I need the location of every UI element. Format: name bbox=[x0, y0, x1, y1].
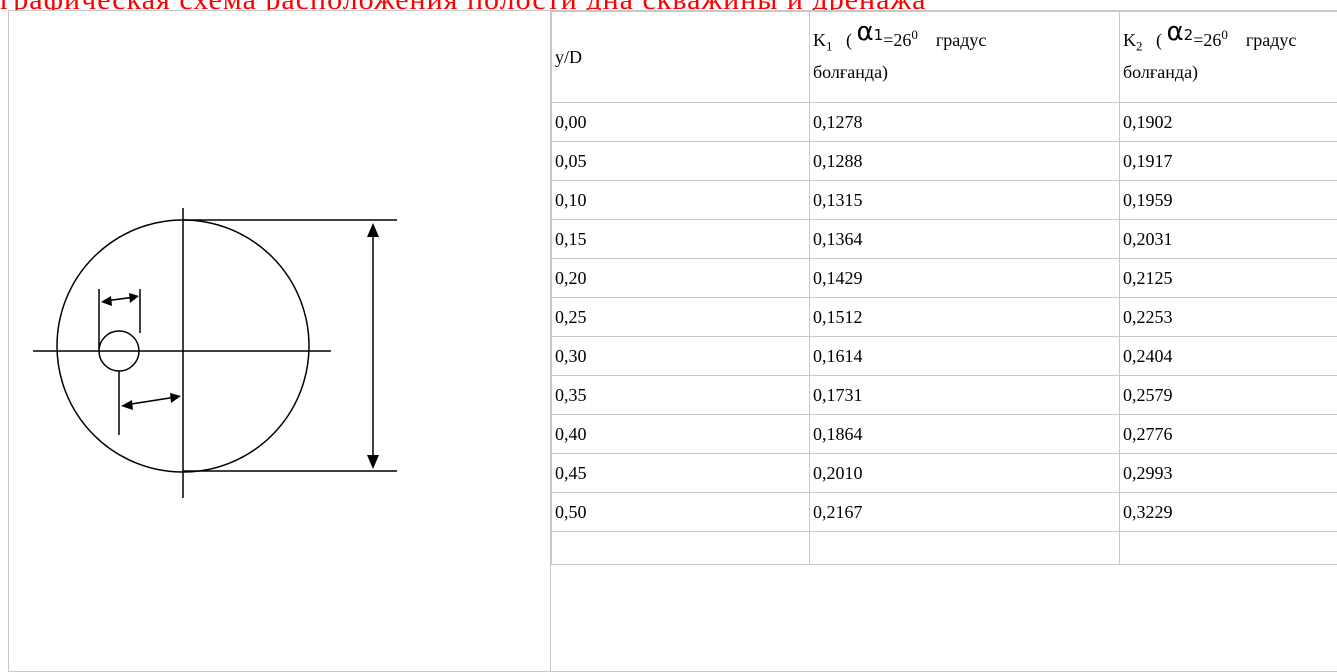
cell-y-d: 0,10 bbox=[552, 181, 810, 220]
cell-k2: 0,2125 bbox=[1120, 259, 1337, 298]
cell-y-d: 0,40 bbox=[552, 415, 810, 454]
k2-eq: =26 bbox=[1193, 30, 1221, 50]
k2-subscript: 2 bbox=[1136, 39, 1143, 54]
cell-k2: 0,1902 bbox=[1120, 103, 1337, 142]
cell-y-d: 0,30 bbox=[552, 337, 810, 376]
alpha2-symbol: α2 bbox=[1167, 17, 1194, 47]
cell-k2: 0,2776 bbox=[1120, 415, 1337, 454]
k1-word: градус bbox=[936, 30, 987, 50]
k2-line2: болғанда) bbox=[1123, 59, 1337, 85]
layout-table: y/D K1 ( α1=260 градус болғанда) K2 bbox=[8, 10, 1337, 672]
cell-k2: 0,2404 bbox=[1120, 337, 1337, 376]
k1-subscript: 1 bbox=[826, 39, 833, 54]
well-cross-section-diagram bbox=[9, 11, 550, 661]
k1-paren: ( bbox=[846, 30, 852, 50]
k2-degree: 0 bbox=[1221, 27, 1228, 42]
cell-k2: 0,2031 bbox=[1120, 220, 1337, 259]
cell-k2: 0,1959 bbox=[1120, 181, 1337, 220]
cell-y-d: 0,05 bbox=[552, 142, 810, 181]
cell-k1: 0,1315 bbox=[810, 181, 1120, 220]
cell-k1: 0,1614 bbox=[810, 337, 1120, 376]
cell-k1: 0,1864 bbox=[810, 415, 1120, 454]
cell-k1: 0,1364 bbox=[810, 220, 1120, 259]
figure-cell bbox=[9, 11, 551, 672]
cell-k1: 0,2010 bbox=[810, 454, 1120, 493]
cell-k2: 0,3229 bbox=[1120, 493, 1337, 532]
cell-k1: 0,2167 bbox=[810, 493, 1120, 532]
cell-k1: 0,1731 bbox=[810, 376, 1120, 415]
k2-letter: K bbox=[1123, 30, 1136, 50]
k2-word: градус bbox=[1246, 30, 1297, 50]
coefficient-table: y/D K1 ( α1=260 градус болғанда) K2 bbox=[551, 11, 1337, 565]
cell-y-d: 0,15 bbox=[552, 220, 810, 259]
data-table-cell: y/D K1 ( α1=260 градус болғанда) K2 bbox=[551, 11, 1337, 672]
alpha1-symbol: α1 bbox=[857, 17, 884, 47]
cell-k1: 0,1278 bbox=[810, 103, 1120, 142]
cell-y-d: 0,35 bbox=[552, 376, 810, 415]
cell-y-d: 0,20 bbox=[552, 259, 810, 298]
cell-k2: 0,2253 bbox=[1120, 298, 1337, 337]
empty-row bbox=[552, 532, 1337, 565]
k1-letter: K bbox=[813, 30, 826, 50]
header-k1: K1 ( α1=260 градус болғанда) bbox=[810, 12, 1120, 103]
cell-y-d: 0,50 bbox=[552, 493, 810, 532]
cell-k2: 0,2579 bbox=[1120, 376, 1337, 415]
k2-paren: ( bbox=[1156, 30, 1162, 50]
k1-eq: =26 bbox=[883, 30, 911, 50]
cell-y-d: 0,45 bbox=[552, 454, 810, 493]
cell-k2: 0,2993 bbox=[1120, 454, 1337, 493]
cell-y-d: 0,25 bbox=[552, 298, 810, 337]
cell-k1: 0,1288 bbox=[810, 142, 1120, 181]
header-y-d: y/D bbox=[552, 12, 810, 103]
cell-y-d: 0,00 bbox=[552, 103, 810, 142]
header-k2: K2 ( α2=260 градус болғанда) bbox=[1120, 12, 1337, 103]
k1-line2: болғанда) bbox=[813, 59, 1119, 85]
k1-degree: 0 bbox=[911, 27, 918, 42]
cell-k1: 0,1512 bbox=[810, 298, 1120, 337]
table-header-row: y/D K1 ( α1=260 градус болғанда) K2 bbox=[552, 12, 1337, 103]
red-heading-cropped: графическая схема расположения полости д… bbox=[0, 0, 1337, 10]
cell-k1: 0,1429 bbox=[810, 259, 1120, 298]
cell-k2: 0,1917 bbox=[1120, 142, 1337, 181]
